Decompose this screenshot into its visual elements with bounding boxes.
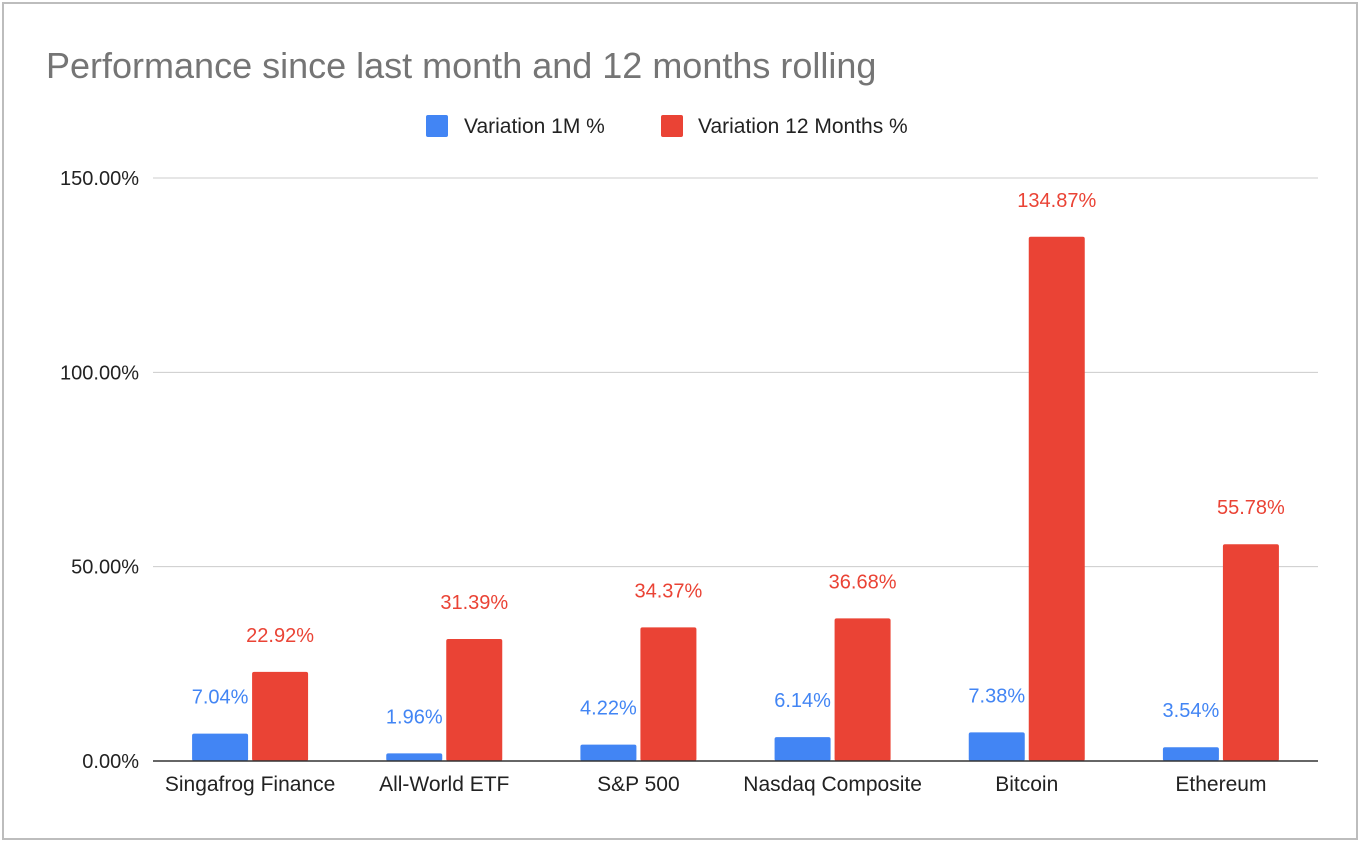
data-label-12m: 31.39% — [440, 592, 508, 614]
x-category-label: Nasdaq Composite — [743, 773, 922, 796]
y-tick-label: 0.00% — [82, 751, 139, 773]
data-label-12m: 34.37% — [634, 580, 702, 602]
bar-12m — [640, 627, 697, 761]
legend-swatch-12m — [661, 115, 683, 137]
x-category-label: Singafrog Finance — [165, 773, 335, 796]
bar-1m — [968, 732, 1025, 761]
data-label-1m: 7.38% — [968, 685, 1025, 707]
bar-12m — [834, 618, 891, 761]
x-category-label: S&P 500 — [597, 773, 680, 796]
legend-swatch-1m — [426, 115, 448, 137]
bar-12m — [1222, 544, 1279, 761]
legend-label-1m: Variation 1M % — [464, 115, 605, 138]
legend: Variation 1M % Variation 12 Months % — [426, 115, 908, 138]
bar-1m — [774, 737, 831, 761]
bar-1m — [192, 733, 249, 761]
bar-1m — [1162, 747, 1219, 761]
y-tick-label: 50.00% — [71, 557, 139, 579]
x-category-label: Ethereum — [1175, 773, 1266, 796]
bar-12m — [252, 671, 309, 761]
bars — [192, 236, 1279, 761]
y-axis-ticks: 0.00% 50.00% 100.00% 150.00% — [60, 168, 139, 773]
bar-12m — [446, 638, 503, 761]
x-category-label: Bitcoin — [995, 773, 1058, 796]
data-label-12m: 55.78% — [1217, 497, 1285, 519]
y-tick-label: 150.00% — [60, 168, 139, 190]
gridlines — [153, 177, 1318, 568]
data-label-1m: 6.14% — [774, 690, 831, 712]
data-label-1m: 4.22% — [580, 698, 637, 720]
y-tick-label: 100.00% — [60, 362, 139, 384]
data-label-12m: 22.92% — [246, 625, 314, 647]
chart-title: Performance since last month and 12 mont… — [46, 45, 876, 86]
legend-label-12m: Variation 12 Months % — [698, 115, 908, 138]
x-axis-categories: Singafrog Finance All-World ETF S&P 500 Nas… — [165, 773, 1267, 796]
data-label-1m: 3.54% — [1163, 700, 1220, 722]
data-label-1m: 1.96% — [386, 706, 443, 728]
bar-1m — [386, 753, 443, 761]
data-label-1m: 7.04% — [192, 687, 249, 709]
data-labels: 7.04% 22.92% 1.96% 31.39% 4.22% 34.37% 6.14% 36… — [190, 188, 1287, 731]
data-label-12m: 134.87% — [1017, 190, 1096, 212]
data-label-12m: 36.68% — [829, 571, 897, 593]
bar-1m — [580, 744, 637, 761]
bar-12m — [1028, 236, 1085, 761]
x-category-label: All-World ETF — [379, 773, 509, 796]
